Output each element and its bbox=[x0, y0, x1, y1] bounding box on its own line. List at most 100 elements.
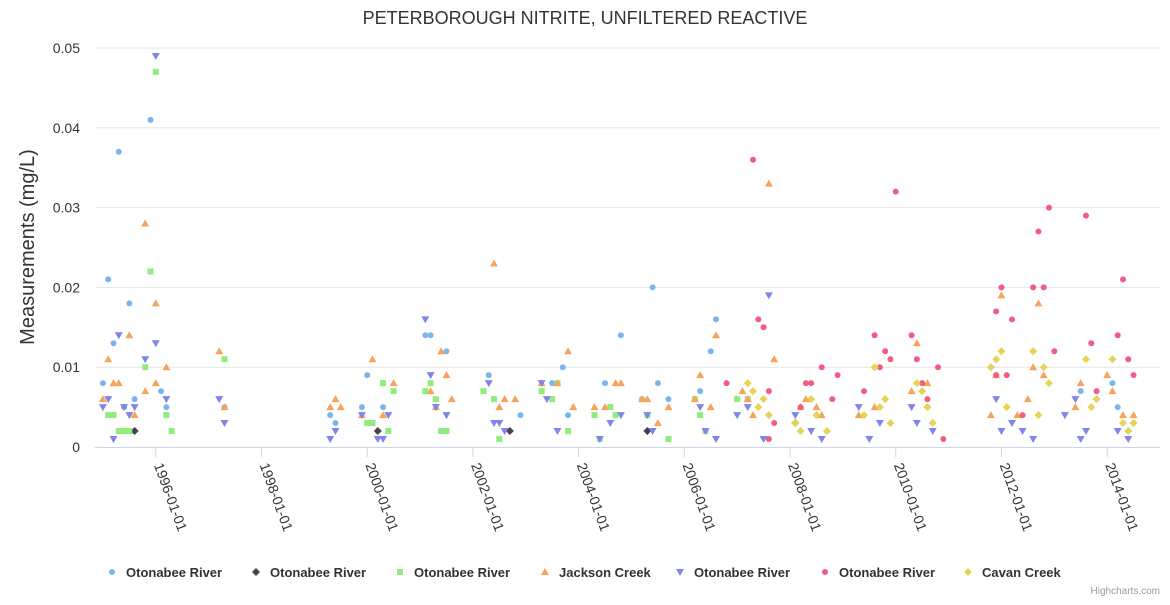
data-point[interactable] bbox=[121, 428, 128, 435]
data-point[interactable] bbox=[791, 412, 800, 420]
data-point[interactable] bbox=[491, 396, 498, 403]
data-point[interactable] bbox=[998, 284, 1005, 291]
data-point[interactable] bbox=[912, 339, 921, 347]
data-point[interactable] bbox=[565, 412, 572, 419]
data-point[interactable] bbox=[1082, 355, 1091, 364]
data-point[interactable] bbox=[701, 428, 710, 436]
data-point[interactable] bbox=[1092, 395, 1101, 404]
data-point[interactable] bbox=[1071, 403, 1080, 411]
data-point[interactable] bbox=[565, 428, 572, 435]
data-point[interactable] bbox=[612, 412, 619, 419]
data-point[interactable] bbox=[142, 364, 149, 371]
legend-marker[interactable] bbox=[252, 568, 260, 576]
data-point[interactable] bbox=[1019, 412, 1026, 419]
data-point[interactable] bbox=[606, 420, 615, 428]
data-point[interactable] bbox=[336, 403, 345, 411]
data-point[interactable] bbox=[823, 427, 832, 436]
data-point[interactable] bbox=[109, 379, 118, 387]
data-point[interactable] bbox=[749, 387, 758, 396]
data-point[interactable] bbox=[1109, 380, 1116, 387]
data-point[interactable] bbox=[357, 412, 366, 420]
data-point[interactable] bbox=[130, 404, 139, 412]
data-point[interactable] bbox=[1077, 388, 1084, 395]
data-point[interactable] bbox=[447, 395, 456, 403]
data-point[interactable] bbox=[511, 395, 520, 403]
data-point[interactable] bbox=[607, 404, 614, 411]
data-point[interactable] bbox=[992, 396, 1001, 404]
data-point[interactable] bbox=[431, 404, 440, 412]
data-point[interactable] bbox=[712, 331, 721, 339]
data-point[interactable] bbox=[163, 412, 170, 419]
data-point[interactable] bbox=[1082, 428, 1091, 436]
data-point[interactable] bbox=[373, 436, 382, 444]
data-point[interactable] bbox=[759, 395, 768, 404]
data-point[interactable] bbox=[162, 396, 171, 404]
data-point[interactable] bbox=[384, 412, 393, 420]
data-point[interactable] bbox=[427, 380, 434, 387]
data-point[interactable] bbox=[221, 356, 228, 363]
data-point[interactable] bbox=[1108, 387, 1117, 395]
legend-item[interactable]: Otonabee River bbox=[109, 565, 222, 580]
data-point[interactable] bbox=[871, 332, 878, 339]
data-point[interactable] bbox=[495, 420, 504, 428]
data-point[interactable] bbox=[1130, 372, 1137, 379]
data-point[interactable] bbox=[760, 324, 767, 331]
data-point[interactable] bbox=[517, 412, 524, 419]
legend-marker[interactable] bbox=[822, 569, 828, 575]
data-point[interactable] bbox=[870, 363, 879, 372]
data-point[interactable] bbox=[220, 420, 229, 428]
data-point[interactable] bbox=[1076, 436, 1085, 444]
data-point[interactable] bbox=[643, 412, 652, 420]
data-point[interactable] bbox=[696, 404, 705, 412]
legend-label[interactable]: Jackson Creek bbox=[559, 565, 652, 580]
data-point[interactable] bbox=[114, 379, 123, 387]
data-point[interactable] bbox=[105, 412, 112, 419]
data-point[interactable] bbox=[887, 356, 894, 363]
data-point[interactable] bbox=[151, 52, 160, 60]
data-point[interactable] bbox=[380, 404, 387, 411]
data-point[interactable] bbox=[665, 396, 672, 403]
data-point[interactable] bbox=[104, 396, 113, 404]
data-point[interactable] bbox=[422, 332, 429, 339]
data-point[interactable] bbox=[163, 404, 170, 411]
data-point[interactable] bbox=[749, 411, 758, 419]
data-point[interactable] bbox=[986, 363, 995, 372]
data-point[interactable] bbox=[162, 363, 171, 371]
data-point[interactable] bbox=[860, 411, 869, 420]
data-point[interactable] bbox=[765, 388, 772, 395]
data-point[interactable] bbox=[734, 396, 741, 403]
legend-label[interactable]: Otonabee River bbox=[414, 565, 510, 580]
data-point[interactable] bbox=[1003, 372, 1010, 379]
data-point[interactable] bbox=[215, 396, 224, 404]
data-point[interactable] bbox=[500, 395, 509, 403]
data-point[interactable] bbox=[712, 436, 721, 444]
data-point[interactable] bbox=[125, 331, 134, 339]
data-point[interactable] bbox=[105, 276, 112, 283]
data-point[interactable] bbox=[738, 387, 747, 395]
data-point[interactable] bbox=[648, 428, 657, 436]
data-point[interactable] bbox=[913, 356, 920, 363]
data-point[interactable] bbox=[1108, 355, 1117, 364]
data-point[interactable] bbox=[602, 380, 609, 387]
data-point[interactable] bbox=[796, 427, 805, 436]
data-point[interactable] bbox=[590, 403, 599, 411]
data-point[interactable] bbox=[892, 188, 899, 195]
data-point[interactable] bbox=[908, 332, 915, 339]
legend-item[interactable]: Jackson Creek bbox=[541, 565, 652, 580]
data-point[interactable] bbox=[141, 356, 150, 364]
legend-label[interactable]: Cavan Creek bbox=[982, 565, 1062, 580]
data-point[interactable] bbox=[152, 68, 159, 75]
data-point[interactable] bbox=[130, 427, 139, 436]
data-point[interactable] bbox=[151, 340, 160, 348]
data-point[interactable] bbox=[993, 308, 1000, 315]
data-point[interactable] bbox=[109, 436, 118, 444]
data-point[interactable] bbox=[706, 403, 715, 411]
data-point[interactable] bbox=[807, 395, 816, 404]
data-point[interactable] bbox=[327, 412, 334, 419]
data-point[interactable] bbox=[369, 420, 376, 427]
data-point[interactable] bbox=[808, 380, 815, 387]
data-point[interactable] bbox=[591, 412, 598, 419]
data-point[interactable] bbox=[390, 388, 397, 395]
data-point[interactable] bbox=[923, 403, 932, 412]
data-point[interactable] bbox=[764, 292, 773, 300]
